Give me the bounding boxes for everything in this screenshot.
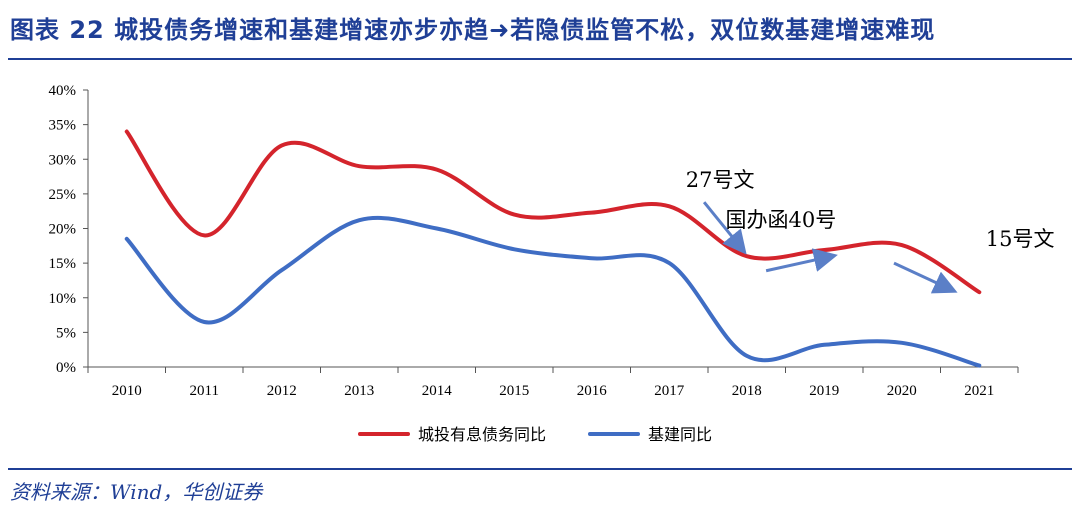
x-tick-label: 2015 xyxy=(499,383,529,399)
annotation-label: 15号文 xyxy=(986,227,1055,251)
x-tick-label: 2013 xyxy=(344,383,374,399)
figure-title: 图表 22 城投债务增速和基建增速亦步亦趋➜若隐债监管不松，双位数基建增速难现 xyxy=(10,16,936,44)
x-tick-label: 2019 xyxy=(809,383,839,399)
y-tick-label: 40% xyxy=(49,83,77,99)
annotation-label: 27号文 xyxy=(686,168,755,192)
y-tick-label: 15% xyxy=(49,256,77,272)
x-tick-label: 2021 xyxy=(964,383,994,399)
y-tick-label: 0% xyxy=(56,360,76,376)
annotation-arrow xyxy=(893,261,958,294)
y-tick-label: 30% xyxy=(49,152,77,168)
x-tick-label: 2017 xyxy=(654,383,685,399)
x-tick-label: 2012 xyxy=(267,383,297,399)
legend-label: 城投有息债务同比 xyxy=(418,425,546,444)
legend-item-chengtou-debt: 城投有息债务同比 xyxy=(358,425,546,444)
y-tick-label: 25% xyxy=(49,187,77,203)
annotation-label: 国办函40号 xyxy=(726,208,837,232)
source-rule xyxy=(8,468,1072,470)
annotation-arrow xyxy=(702,201,747,255)
x-tick-label: 2011 xyxy=(190,383,219,399)
x-tick-label: 2018 xyxy=(732,383,762,399)
annotation-arrow xyxy=(765,248,838,273)
x-tick-label: 2016 xyxy=(577,383,608,399)
x-tick-label: 2010 xyxy=(112,383,142,399)
line-chart: 0% 5% 10% 15% 20% 25% 30% 35% 40% 2010 2011 2012 201… xyxy=(49,83,1055,444)
title-rule xyxy=(8,58,1072,60)
x-tick-label: 2014 xyxy=(422,383,453,399)
x-tick-label: 2020 xyxy=(887,383,917,399)
y-tick-label: 10% xyxy=(49,291,77,307)
y-tick-label: 20% xyxy=(49,222,77,238)
legend-label: 基建同比 xyxy=(648,425,712,444)
series-line-infrastructure xyxy=(124,215,982,368)
y-tick-label: 5% xyxy=(56,325,76,341)
y-tick-label: 35% xyxy=(49,118,77,134)
legend-item-infrastructure: 基建同比 xyxy=(588,425,712,444)
source-note: 资料来源：Wind，华创证券 xyxy=(10,480,263,504)
series-line-chengtou-debt xyxy=(124,129,982,295)
